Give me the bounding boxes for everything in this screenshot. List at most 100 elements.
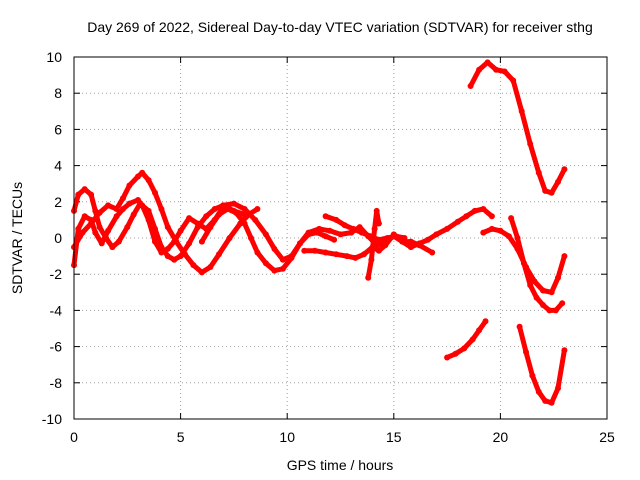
series-line — [323, 213, 407, 243]
data-point — [561, 166, 568, 173]
data-point — [501, 68, 508, 75]
data-point — [226, 235, 233, 241]
data-point — [137, 200, 144, 207]
data-point — [546, 307, 553, 314]
data-point — [424, 236, 431, 243]
data-point — [241, 220, 248, 227]
data-point — [535, 169, 542, 176]
axis-ticks: 0 5 10 15 20 25 -10 -8 -6 -4 -2 0 2 4 6 8 10 — [42, 49, 615, 445]
data-point — [124, 224, 131, 231]
x-tick-label: 5 — [177, 429, 185, 445]
data-point — [316, 225, 323, 232]
series-track-13 — [516, 323, 568, 406]
data-point — [81, 213, 88, 220]
series-track-8 — [365, 207, 382, 281]
data-point — [105, 227, 112, 234]
data-point — [392, 233, 399, 240]
data-point — [454, 218, 461, 225]
series-line — [444, 318, 488, 360]
series-track-7 — [322, 213, 408, 243]
data-point — [471, 207, 478, 214]
data-point — [96, 209, 103, 216]
series-track-11 — [508, 215, 566, 314]
data-point — [343, 253, 350, 260]
data-point — [75, 191, 82, 198]
data-point — [241, 206, 248, 212]
data-point — [88, 191, 95, 198]
data-point — [158, 244, 165, 251]
data-point — [358, 229, 365, 236]
data-point — [433, 231, 440, 238]
data-point — [109, 244, 116, 251]
data-point — [407, 244, 414, 251]
y-tick-label: 4 — [54, 158, 62, 174]
data-point — [113, 206, 120, 212]
data-point — [198, 269, 205, 276]
data-point — [126, 182, 133, 189]
data-point — [322, 233, 329, 240]
data-point — [145, 207, 152, 214]
data-point — [92, 229, 99, 236]
data-point — [480, 229, 487, 236]
data-point — [216, 251, 222, 258]
data-point — [120, 195, 126, 202]
data-point — [230, 200, 237, 207]
data-point — [177, 227, 184, 234]
data-point — [555, 385, 561, 392]
data-point — [203, 213, 210, 220]
x-tick-label: 0 — [70, 429, 78, 445]
data-point — [352, 254, 359, 261]
data-point — [484, 59, 491, 66]
data-point — [561, 253, 568, 260]
data-point — [514, 235, 521, 241]
data-point — [476, 66, 483, 73]
data-point — [207, 224, 214, 231]
data-point — [555, 274, 561, 281]
series-line — [468, 59, 567, 196]
data-point — [542, 187, 549, 194]
data-point — [548, 189, 555, 196]
data-point — [164, 224, 171, 231]
data-point — [135, 173, 141, 180]
data-point — [279, 265, 286, 272]
data-point — [476, 327, 483, 334]
data-point — [301, 247, 308, 254]
x-tick-label: 25 — [599, 429, 615, 445]
data-point — [361, 251, 367, 258]
data-point — [297, 240, 303, 247]
chart-title: Day 269 of 2022, Sidereal Day-to-day VTE… — [87, 19, 593, 35]
data-point — [452, 350, 459, 357]
data-point — [508, 215, 515, 222]
data-point — [488, 213, 495, 220]
data-point — [407, 238, 414, 245]
data-point — [493, 66, 500, 73]
data-series — [71, 59, 568, 406]
data-point — [88, 220, 95, 227]
data-point — [368, 256, 375, 263]
data-point — [510, 77, 517, 84]
data-point — [523, 349, 529, 355]
y-tick-label: 8 — [54, 85, 62, 101]
data-point — [373, 207, 380, 214]
data-point — [130, 211, 137, 218]
data-point — [444, 354, 451, 361]
data-point — [145, 177, 152, 184]
data-point — [559, 300, 566, 307]
y-tick-label: 2 — [54, 194, 62, 210]
data-point — [186, 215, 193, 222]
data-point — [211, 206, 218, 212]
data-point — [401, 235, 408, 241]
data-point — [326, 227, 333, 234]
data-point — [375, 236, 382, 243]
data-point — [171, 256, 178, 263]
x-tick-label: 10 — [279, 429, 295, 445]
data-point — [497, 227, 504, 234]
data-point — [186, 240, 193, 247]
data-point — [233, 209, 239, 216]
data-point — [444, 225, 451, 232]
data-point — [527, 140, 534, 147]
data-point — [322, 249, 329, 256]
y-axis-label: SDTVAR / TECUs — [9, 182, 25, 294]
data-point — [105, 202, 112, 209]
